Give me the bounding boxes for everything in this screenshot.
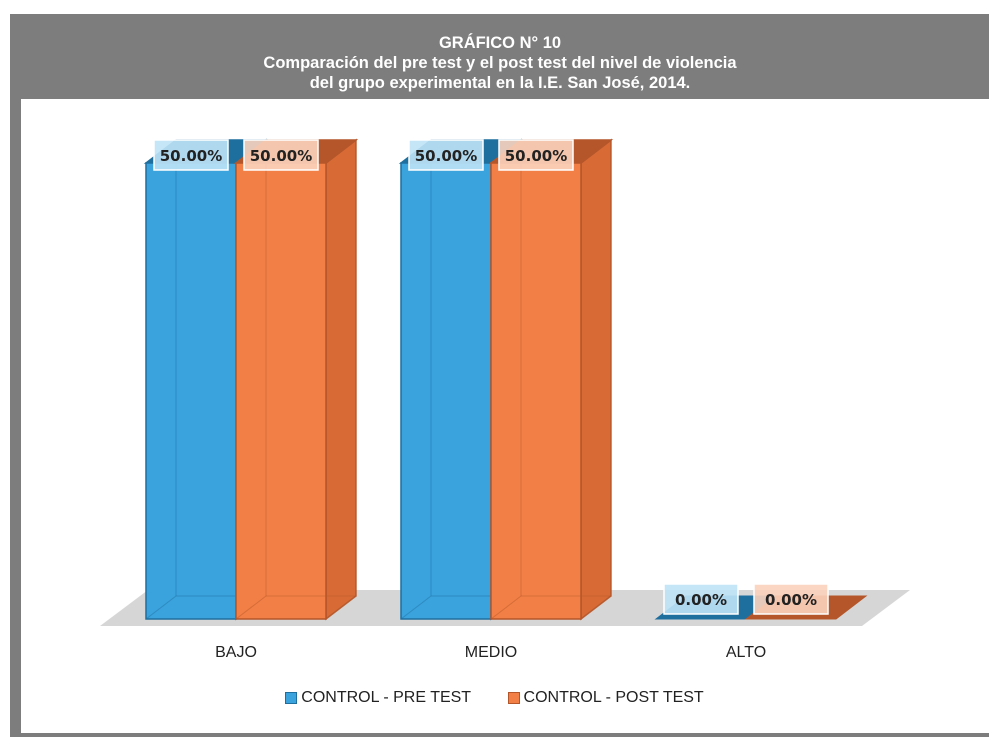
data-label: 50.00% xyxy=(415,147,477,165)
chart-subtitle-line-2: del grupo experimental en la I.E. San Jo… xyxy=(309,74,691,92)
data-label-box xyxy=(243,139,319,171)
legend-item-pre-test: CONTROL - PRE TEST xyxy=(285,689,471,707)
legend: CONTROL - PRE TEST CONTROL - POST TEST xyxy=(0,689,989,709)
bottom-border xyxy=(10,733,989,737)
chart-header: GRÁFICO N° 10 Comparación del pre test y… xyxy=(10,14,989,99)
data-label-box xyxy=(663,583,739,615)
left-border xyxy=(10,99,21,733)
category-label-alto: ALTO xyxy=(726,644,766,661)
bar-bajo-post-test xyxy=(233,138,359,621)
data-label-box xyxy=(408,139,484,171)
data-label: 50.00% xyxy=(505,147,567,165)
legend-label-post-test: CONTROL - POST TEST xyxy=(523,689,704,706)
data-label-box xyxy=(498,139,574,171)
category-label-bajo: BAJO xyxy=(215,644,257,661)
chart-title: GRÁFICO N° 10 xyxy=(438,34,562,52)
legend-label-pre-test: CONTROL - PRE TEST xyxy=(301,689,472,706)
legend-swatch-pre-test xyxy=(285,692,298,704)
bar-medio-post-test xyxy=(488,138,614,621)
data-label: 50.00% xyxy=(160,147,222,165)
data-label: 0.00% xyxy=(675,591,727,609)
data-label-box xyxy=(753,583,829,615)
legend-item-post-test: CONTROL - POST TEST xyxy=(507,689,704,707)
data-label-box xyxy=(153,139,229,171)
data-label: 50.00% xyxy=(250,147,312,165)
chart-subtitle-line-1: Comparación del pre test y el post test … xyxy=(263,54,737,72)
data-label: 0.00% xyxy=(765,591,817,609)
category-label-medio: MEDIO xyxy=(465,644,517,661)
legend-swatch-post-test xyxy=(507,692,520,704)
